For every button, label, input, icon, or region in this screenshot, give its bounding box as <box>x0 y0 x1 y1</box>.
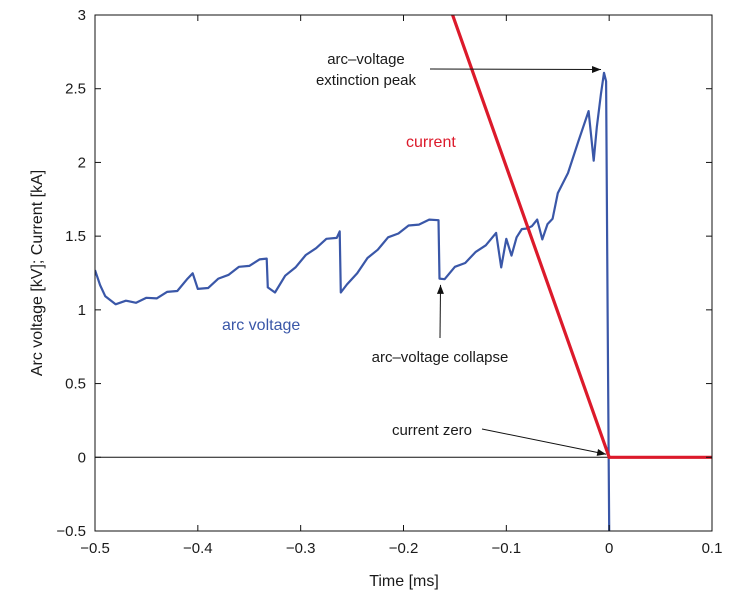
x-tick-label: −0.1 <box>492 540 522 557</box>
x-tick-label: −0.4 <box>183 540 213 557</box>
axes: −0.5 −0.4 −0.3 −0.2 −0.1 0 0.1 −0.5 0 0.5 1 1.5 2 2.5… <box>56 7 722 557</box>
y-tick-label: −0.5 <box>56 523 86 540</box>
y-tick-label: 0 <box>78 449 86 466</box>
series-label-current: current <box>406 134 456 151</box>
series-label-arc-voltage: arc voltage <box>222 317 300 334</box>
y-tick-label: 1 <box>78 302 86 319</box>
annotation-collapse: arc–voltage collapse <box>372 349 509 366</box>
x-axis-title: Time [ms] <box>369 573 439 590</box>
y-tick-label: 1.5 <box>65 228 86 245</box>
annotation-peak-line1: arc–voltage <box>327 51 405 68</box>
x-tick-label: −0.5 <box>80 540 110 557</box>
series-arc-voltage-line <box>95 71 611 531</box>
y-tick-label: 2.5 <box>65 81 86 98</box>
annotation-current-zero-arrow-line <box>481 428 607 455</box>
annotation-collapse-arrow-head <box>436 284 444 294</box>
annotation-current-zero: current zero <box>392 422 472 439</box>
y-tick-label: 2 <box>78 154 86 171</box>
x-tick-label: 0 <box>605 540 613 557</box>
annotation-peak-line2: extinction peak <box>316 72 417 89</box>
y-tick-label: 0.5 <box>65 376 86 393</box>
plot-area <box>95 15 712 531</box>
series-current-line <box>451 15 712 459</box>
y-axis-title: Arc voltage [kV]; Current [kA] <box>29 170 46 376</box>
x-tick-label: 0.1 <box>702 540 723 557</box>
annotation-current-zero-arrow-head <box>596 449 607 456</box>
x-tick-label: −0.2 <box>389 540 419 557</box>
plot-frame <box>94 14 713 532</box>
y-tick-label: 3 <box>78 7 86 24</box>
annotation-peak-arrow-head <box>592 66 602 74</box>
x-tick-label: −0.3 <box>286 540 316 557</box>
annotation-peak-arrow-line <box>429 68 602 71</box>
